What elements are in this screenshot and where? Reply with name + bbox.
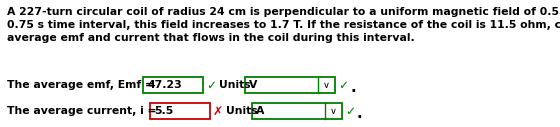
Text: The average emf, Emf =: The average emf, Emf = xyxy=(7,80,158,90)
Text: 47.23: 47.23 xyxy=(147,80,182,90)
Text: A: A xyxy=(256,106,264,116)
Text: ∨: ∨ xyxy=(329,107,337,115)
Text: average emf and current that flows in the coil during this interval.: average emf and current that flows in th… xyxy=(7,33,415,43)
Text: A 227-turn circular coil of radius 24 cm is perpendicular to a uniform magnetic : A 227-turn circular coil of radius 24 cm… xyxy=(7,7,560,17)
Text: .: . xyxy=(350,80,356,94)
Text: 0.75 s time interval, this field increases to 1.7 T. If the resistance of the co: 0.75 s time interval, this field increas… xyxy=(7,20,560,30)
Text: .: . xyxy=(357,106,363,121)
Text: ✗: ✗ xyxy=(213,105,223,117)
FancyBboxPatch shape xyxy=(252,103,342,119)
FancyBboxPatch shape xyxy=(245,77,335,93)
Text: ✓: ✓ xyxy=(206,78,216,91)
Text: ✓: ✓ xyxy=(345,105,355,117)
FancyBboxPatch shape xyxy=(143,77,203,93)
Text: Units: Units xyxy=(226,106,262,116)
Text: The average current, i =: The average current, i = xyxy=(7,106,160,116)
Text: V: V xyxy=(249,80,258,90)
Text: Units: Units xyxy=(219,80,254,90)
Text: ✓: ✓ xyxy=(338,78,348,91)
FancyBboxPatch shape xyxy=(150,103,210,119)
Text: ∨: ∨ xyxy=(323,81,329,90)
Text: 5.5: 5.5 xyxy=(154,106,173,116)
